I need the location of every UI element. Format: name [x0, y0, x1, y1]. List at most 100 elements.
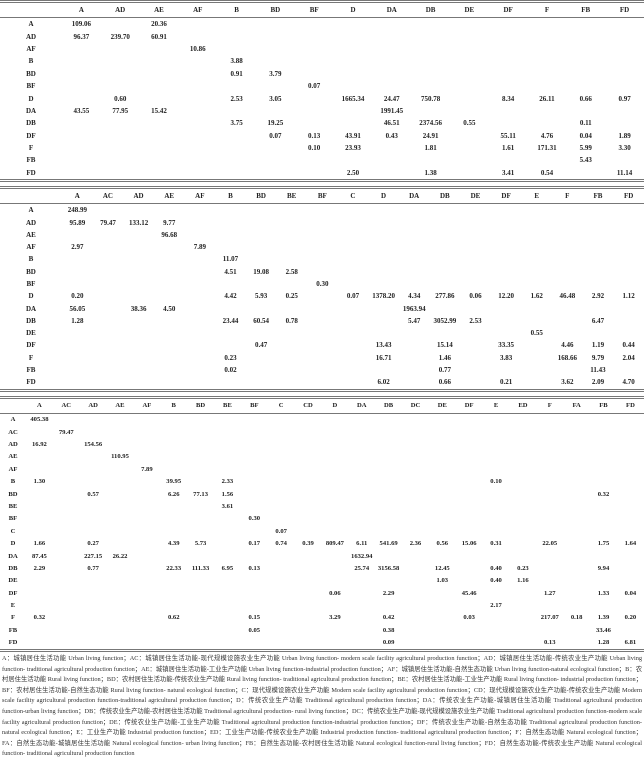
table-cell: 23.93: [345, 144, 361, 153]
table-cell: [160, 413, 187, 426]
column-header: DF: [490, 187, 522, 205]
table-cell: [241, 451, 268, 463]
table-cell: [62, 376, 93, 392]
row-label: DA: [8, 552, 18, 560]
column-header: FD: [605, 1, 644, 18]
table-cell: 3.62: [552, 376, 583, 392]
table-cell: [241, 575, 268, 587]
table-cell: 133.12: [128, 218, 149, 227]
table-cell: 0.06: [329, 589, 341, 597]
table-cell: [268, 413, 295, 426]
table-cell: [450, 130, 489, 142]
table-cell: [483, 624, 510, 636]
table-cell: [276, 339, 307, 351]
table-row: F 0.10 23.93 1.81 1.61 171.31 5.99 3.30: [0, 142, 644, 154]
table-cell: [399, 204, 430, 217]
table-cell: [375, 575, 402, 587]
table-cell: 79.47: [58, 428, 74, 436]
table-cell: 0.04: [579, 131, 592, 140]
table-cell: [133, 636, 161, 652]
table-cell: [566, 80, 605, 92]
table-cell: 0.97: [618, 94, 631, 103]
table-cell: [276, 229, 307, 241]
table-cell: [187, 513, 214, 525]
table-cell: [491, 302, 522, 314]
table-cell: [368, 216, 399, 228]
row-label: A: [10, 416, 16, 424]
row-label: B: [10, 478, 16, 486]
table-cell: [53, 438, 80, 450]
table-cell: [375, 599, 402, 611]
table-cell: [489, 154, 528, 166]
table-cell: [429, 587, 456, 599]
row-label: AF: [26, 243, 36, 252]
table-cell: 541.69: [379, 540, 398, 548]
table-cell: [160, 550, 187, 562]
row-label: DF: [26, 131, 36, 140]
table-cell: 0.77: [438, 366, 451, 375]
table-cell: [267, 636, 295, 652]
table-cell: [217, 166, 256, 183]
table-cell: [372, 154, 411, 166]
column-header: AE: [153, 187, 185, 205]
table-cell: [552, 315, 583, 327]
table-cell: 43.55: [73, 106, 90, 115]
table-cell: [460, 266, 491, 278]
table-cell: [605, 18, 644, 31]
table-cell: [101, 68, 140, 80]
table-cell: [307, 376, 338, 392]
table-cell: [53, 562, 80, 574]
table-cell: 6.11: [356, 540, 368, 548]
table-cell: [375, 438, 402, 450]
table-cell: [133, 550, 160, 562]
row-label: AD: [25, 218, 37, 227]
table-cell: [217, 43, 256, 55]
table-cell: [375, 451, 402, 463]
table-row: BF 0.30: [0, 513, 644, 525]
table-cell: [101, 117, 140, 129]
table-cell: [605, 105, 644, 117]
table-cell: 0.03: [463, 614, 475, 622]
table-cell: [429, 463, 456, 475]
table-cell: [613, 253, 644, 265]
table-cell: 0.21: [490, 376, 522, 392]
table-cell: [521, 352, 552, 364]
table-cell: [246, 302, 277, 314]
table-cell: [450, 43, 489, 55]
table-cell: 2.50: [333, 166, 373, 183]
table-cell: [215, 339, 246, 351]
table-cell: [460, 278, 491, 290]
table-cell: [590, 475, 617, 487]
table-cell: 4.34: [408, 292, 421, 301]
table-cell: [276, 302, 307, 314]
table-cell: [348, 612, 375, 624]
table-cell: [613, 364, 644, 376]
table-cell: 227.15: [84, 552, 103, 560]
table-cell: [154, 278, 185, 290]
table-cell: [509, 612, 536, 624]
table-cell: [107, 612, 134, 624]
table-row: A 405.38: [0, 413, 644, 426]
table-row: A 109.06 20.36: [0, 18, 644, 31]
table-cell: 22.33: [166, 564, 182, 572]
table-cell: [399, 266, 430, 278]
table-cell: [536, 513, 563, 525]
table-cell: [583, 253, 614, 265]
table-cell: [605, 117, 644, 129]
table-cell: 43.91: [345, 131, 361, 140]
column-header: AE: [106, 397, 134, 414]
table-cell: [241, 475, 268, 487]
table-cell: [93, 278, 124, 290]
table-cell: [450, 142, 489, 154]
table-cell: 0.78: [285, 316, 298, 325]
table-cell: [295, 500, 322, 512]
table-cell: 0.09: [375, 636, 403, 652]
table-cell: [372, 166, 412, 183]
table-cell: 2.92: [591, 292, 605, 301]
table-cell: 5.47: [408, 316, 421, 325]
table-cell: [268, 550, 295, 562]
table-cell: [246, 204, 277, 217]
table-cell: [276, 241, 307, 253]
table-cell: [62, 253, 93, 265]
table-cell: [521, 339, 552, 351]
